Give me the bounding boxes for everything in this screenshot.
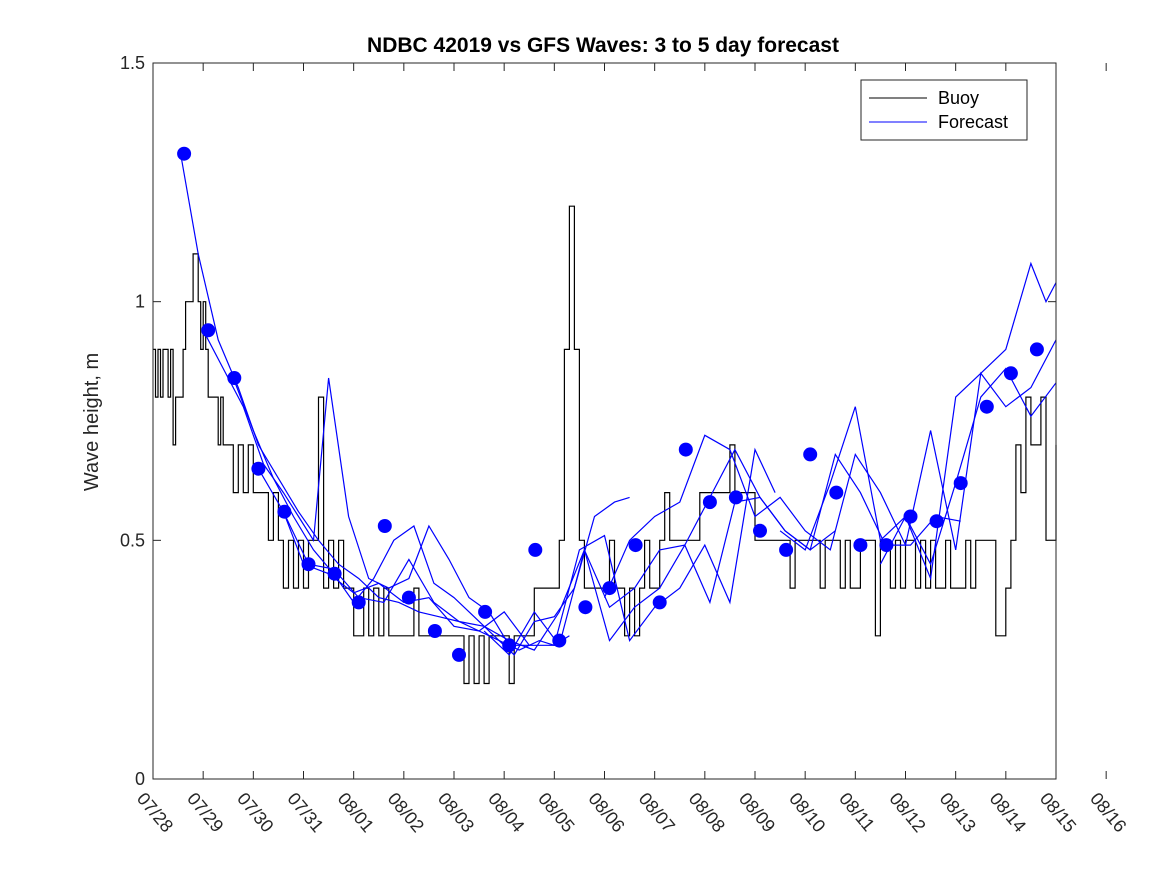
forecast-point-14 [528,542,543,557]
y-tick-label-3: 1.5 [120,53,145,73]
forecast-point-31 [953,476,968,491]
forecast-point-30 [929,514,944,529]
forecast-point-2 [227,371,242,385]
forecast-point-23 [753,523,767,538]
forecast-point-10 [427,624,442,638]
forecast-series-line-1 [202,330,530,646]
forecast-point-24 [779,542,794,557]
forecast-point-8 [377,519,392,533]
forecast-point-33 [1003,366,1018,381]
y-tick-label-2: 1 [135,292,145,312]
forecast-point-1 [201,323,216,338]
forecast-point-6 [327,566,342,581]
forecast-point-17 [602,581,617,596]
forecast-series-line-5 [483,452,961,656]
forecast-point-9 [401,590,416,605]
y-tick-label-0: 0 [135,769,145,789]
forecast-point-21 [702,495,717,510]
forecast-point-3 [251,461,266,476]
series-layer [153,146,1057,685]
chart-title: NDBC 42019 vs GFS Waves: 3 to 5 day fore… [367,34,839,57]
forecast-point-5 [301,557,316,572]
forecast-point-22 [728,490,743,505]
forecast-point-0 [177,146,192,161]
forecast-point-28 [879,538,894,553]
forecast-point-16 [578,600,593,615]
forecast-point-27 [853,538,868,553]
forecast-point-11 [452,647,466,662]
forecast-point-18 [628,538,643,553]
y-tick-label-1: 0.5 [120,530,145,550]
forecast-series-line-4 [282,448,836,651]
buoy-series-line [153,205,1057,685]
forecast-point-20 [678,442,693,457]
forecast-point-25 [803,447,818,462]
forecast-point-26 [829,485,844,500]
forecast-series-line-8 [879,261,1057,581]
legend-box [860,79,1028,141]
forecast-point-34 [1029,342,1044,357]
legend-buoy-label: Buoy [938,88,979,108]
y-axis-label: Wave height, m [81,353,103,491]
forecast-point-4 [277,504,292,519]
forecast-point-7 [351,595,366,610]
forecast-series-line-3 [257,447,776,646]
legend: Buoy Forecast [860,79,1028,141]
forecast-point-12 [478,604,493,619]
forecast-point-32 [979,399,994,414]
forecast-point-13 [502,638,517,653]
legend-forecast-label: Forecast [938,112,1008,132]
forecast-point-29 [903,509,918,524]
forecast-series-line-2 [232,377,630,656]
forecast-point-19 [652,595,667,610]
forecast-point-15 [552,633,567,648]
